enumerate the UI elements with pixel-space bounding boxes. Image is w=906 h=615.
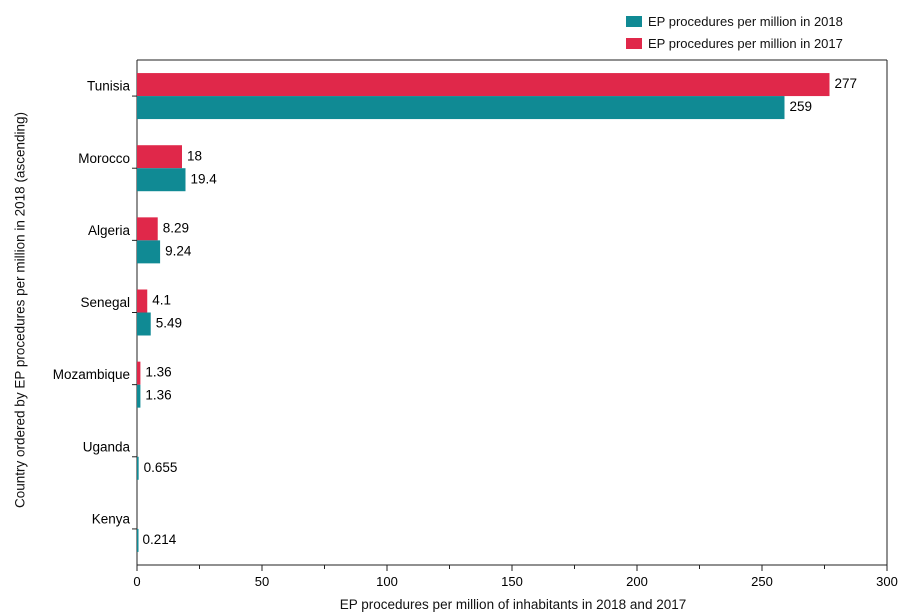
y-tick-label: Tunisia xyxy=(87,79,131,94)
bar-2018 xyxy=(137,168,186,192)
bar-2018 xyxy=(137,528,139,552)
data-label-2017: 8.29 xyxy=(163,220,189,235)
y-tick-label: Kenya xyxy=(92,511,131,526)
x-axis-title: EP procedures per million of inhabitants… xyxy=(339,597,687,612)
x-tick-label: 250 xyxy=(751,574,773,589)
data-label-2018: 0.214 xyxy=(143,532,177,547)
data-label-2018: 19.4 xyxy=(191,171,218,186)
x-tick-label: 0 xyxy=(133,574,140,589)
y-tick-label: Senegal xyxy=(80,295,130,310)
legend-item-2017: EP procedures per million in 2017 xyxy=(626,32,843,54)
data-label-2017: 1.36 xyxy=(145,365,171,380)
legend-swatch-2017 xyxy=(626,37,642,49)
bar-2017 xyxy=(137,361,141,385)
bar-2017 xyxy=(137,289,148,313)
bar-2018 xyxy=(137,240,161,264)
data-label-2018: 1.36 xyxy=(145,388,171,403)
bar-2018 xyxy=(137,456,139,480)
x-tick-label: 100 xyxy=(376,574,398,589)
data-label-2017: 277 xyxy=(835,76,858,91)
bar-2017 xyxy=(137,73,830,97)
data-label-2018: 5.49 xyxy=(156,316,182,331)
x-tick-label: 50 xyxy=(255,574,269,589)
bar-2018 xyxy=(137,96,785,120)
bar-2018 xyxy=(137,384,141,408)
legend: EP procedures per million in 2018 EP pro… xyxy=(626,10,843,54)
data-label-2018: 259 xyxy=(790,99,813,114)
y-axis-title: Country ordered by EP procedures per mil… xyxy=(12,112,28,508)
x-tick-label: 300 xyxy=(876,574,898,589)
x-tick-label: 150 xyxy=(501,574,523,589)
data-label-2017: 18 xyxy=(187,148,202,163)
y-tick-label: Uganda xyxy=(83,439,131,454)
legend-label-2018: EP procedures per million in 2018 xyxy=(648,13,843,29)
legend-item-2018: EP procedures per million in 2018 xyxy=(626,10,843,32)
bar-2017 xyxy=(137,217,158,241)
bar-2018 xyxy=(137,312,151,336)
x-tick-label: 200 xyxy=(626,574,648,589)
y-tick-label: Algeria xyxy=(88,223,131,238)
bar-2017 xyxy=(137,145,182,169)
legend-swatch-2018 xyxy=(626,15,642,27)
y-tick-label: Morocco xyxy=(78,151,130,166)
data-label-2018: 9.24 xyxy=(165,243,192,258)
y-tick-label: Mozambique xyxy=(53,367,130,382)
data-label-2017: 4.1 xyxy=(152,293,171,308)
legend-label-2017: EP procedures per million in 2017 xyxy=(648,35,843,51)
data-label-2018: 0.655 xyxy=(144,460,178,475)
